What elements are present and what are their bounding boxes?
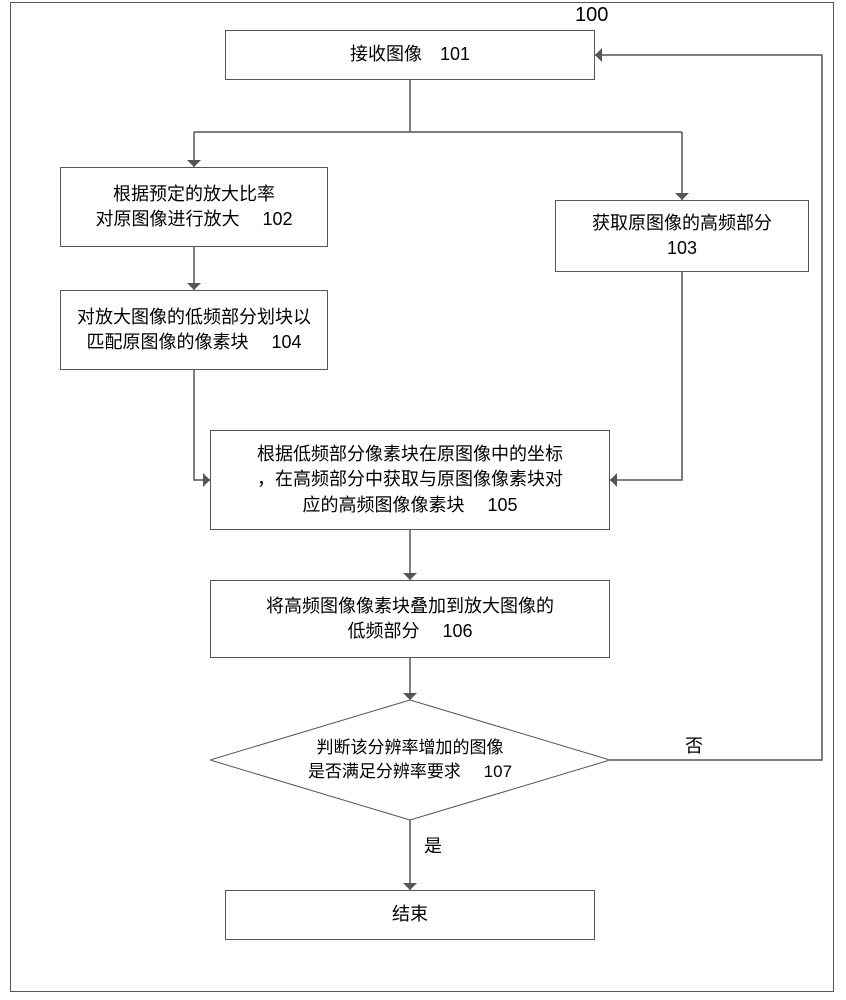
node-104-num: 104 <box>271 332 301 352</box>
node-end: 结束 <box>225 890 595 940</box>
node-103-line1: 获取原图像的高频部分 <box>592 211 772 236</box>
node-106-num: 106 <box>442 621 472 641</box>
node-106-line2: 低频部分 <box>347 621 419 641</box>
node-high-freq: 获取原图像的高频部分 103 <box>555 200 809 272</box>
decision-resolution-check: 判断该分辨率增加的图像 是否满足分辨率要求 107 <box>210 700 610 820</box>
node-overlay: 将高频图像像素块叠加到放大图像的 低频部分 106 <box>210 580 610 658</box>
node-105-num: 105 <box>487 495 517 515</box>
node-105-line3: 应的高频图像像素块 <box>302 495 464 515</box>
node-102-line1: 根据预定的放大比率 <box>95 182 292 207</box>
node-103-num: 103 <box>592 236 772 261</box>
node-105-line2: ，在高频部分中获取与原图像像素块对 <box>257 467 563 492</box>
node-101-text: 接收图像 <box>350 42 422 67</box>
node-104-line1: 对放大图像的低频部分划块以 <box>77 305 311 330</box>
node-102-line2: 对原图像进行放大 <box>95 209 239 229</box>
label-yes: 是 <box>424 832 442 858</box>
node-end-text: 结束 <box>392 902 428 927</box>
flowchart-canvas: 100 接收图像 101 根据预定的放大比率 对原图像进行放大 102 获取原图… <box>0 0 846 1000</box>
figure-number: 100 <box>575 4 608 27</box>
node-block-match: 对放大图像的低频部分划块以 匹配原图像的像素块 104 <box>60 290 328 370</box>
node-get-hf-block: 根据低频部分像素块在原图像中的坐标 ，在高频部分中获取与原图像像素块对 应的高频… <box>210 430 610 530</box>
node-102-num: 102 <box>262 209 292 229</box>
node-104-line2: 匹配原图像的像素块 <box>86 332 248 352</box>
node-101-num: 101 <box>440 42 470 67</box>
node-105-line1: 根据低频部分像素块在原图像中的坐标 <box>257 442 563 467</box>
node-106-line1: 将高频图像像素块叠加到放大图像的 <box>266 594 554 619</box>
label-no: 否 <box>685 732 703 758</box>
node-enlarge: 根据预定的放大比率 对原图像进行放大 102 <box>60 167 328 247</box>
node-receive-image: 接收图像 101 <box>225 30 595 80</box>
